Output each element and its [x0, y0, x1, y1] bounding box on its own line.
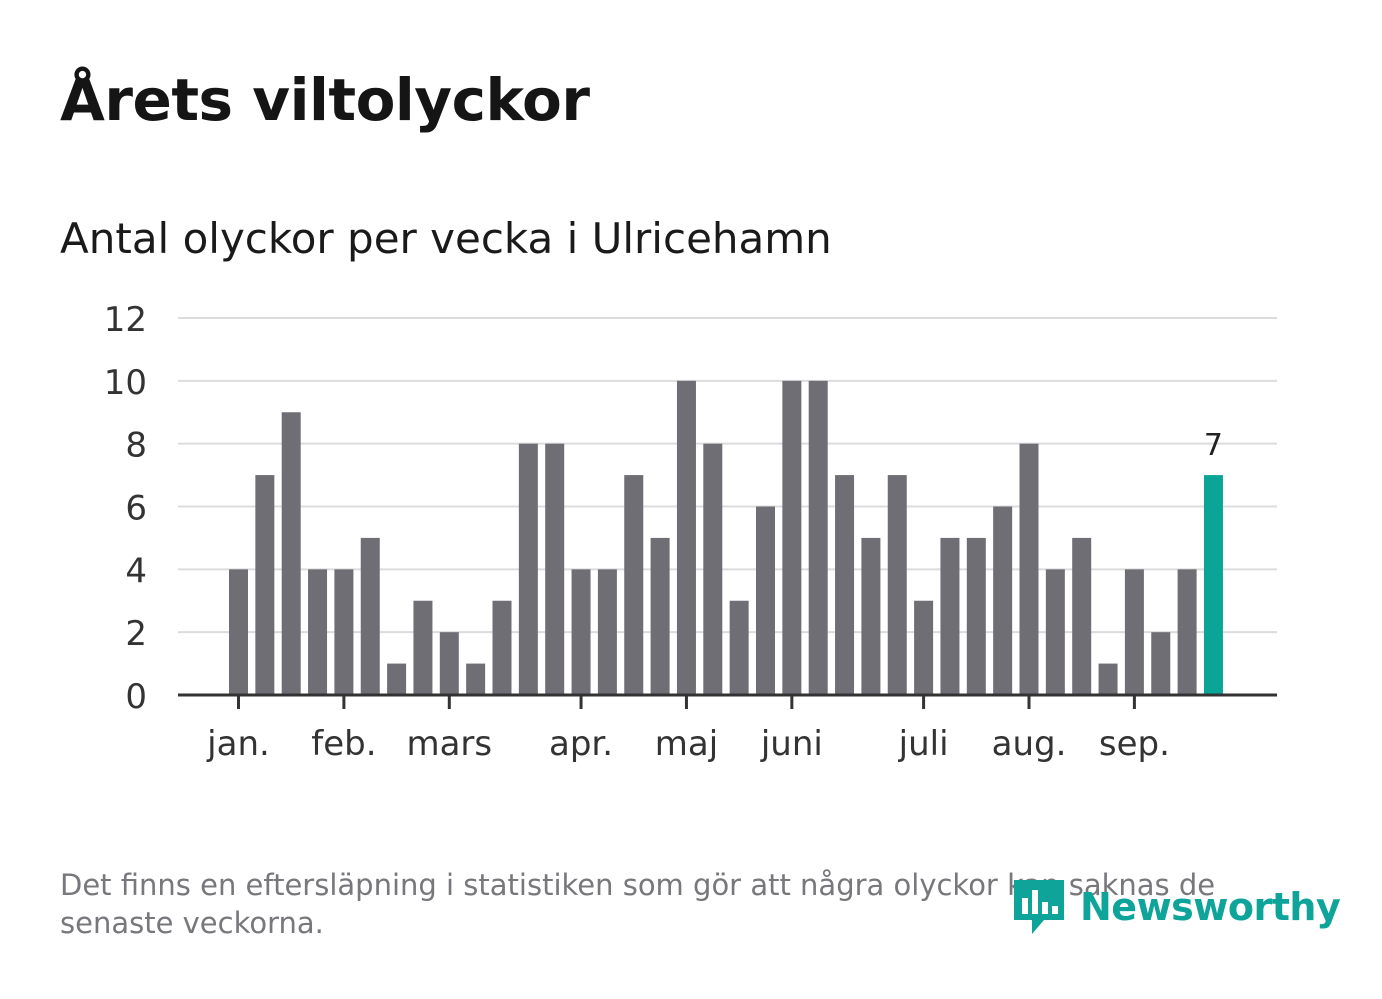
chart-subtitle: Antal olyckor per vecka i Ulricehamn	[60, 214, 832, 263]
bar	[1098, 663, 1118, 695]
bar	[835, 475, 855, 695]
x-tick-label: sep.	[1099, 724, 1170, 764]
bar	[940, 537, 960, 695]
bar	[966, 537, 986, 695]
bar-highlight	[1203, 475, 1223, 695]
bar	[255, 475, 275, 695]
x-tick-label: feb.	[311, 724, 376, 764]
y-tick-label: 12	[104, 300, 147, 340]
bar	[439, 632, 459, 695]
x-tick-label: maj	[655, 724, 718, 764]
bar	[1151, 632, 1171, 695]
bar	[308, 569, 328, 695]
bar	[518, 443, 538, 695]
bar	[887, 475, 907, 695]
x-tick-label: juli	[898, 724, 949, 764]
y-tick-label: 2	[125, 614, 147, 654]
bar	[1019, 443, 1039, 695]
y-tick-label: 8	[125, 426, 147, 466]
bar	[914, 600, 934, 695]
bar	[466, 663, 486, 695]
brand-logo[interactable]: Newsworthy	[1010, 876, 1341, 938]
bar	[993, 506, 1013, 695]
bar	[492, 600, 512, 695]
bar	[676, 380, 696, 695]
bar	[782, 380, 802, 695]
y-tick-label: 4	[125, 551, 147, 591]
bar	[729, 600, 749, 695]
bar	[334, 569, 354, 695]
x-tick-label: mars	[406, 724, 492, 764]
bar	[281, 412, 301, 695]
bar	[597, 569, 617, 695]
bar	[545, 443, 565, 695]
y-tick-label: 6	[125, 489, 147, 529]
bar	[387, 663, 407, 695]
bar	[1045, 569, 1065, 695]
x-tick-label: juni	[760, 724, 823, 764]
bar	[413, 600, 433, 695]
bar	[650, 537, 670, 695]
bar	[756, 506, 775, 695]
y-tick-label: 10	[104, 363, 147, 403]
x-tick-label: aug.	[992, 724, 1067, 764]
data-label: 7	[1204, 428, 1223, 463]
brand-name: Newsworthy	[1080, 885, 1341, 929]
bar	[360, 537, 380, 695]
bar-chart: 0 2 4 6 8 10 12 7 jan. feb. mars apr. maj juni juli aug…	[104, 300, 1277, 764]
bar	[1177, 569, 1197, 695]
bar	[861, 537, 881, 695]
x-tick-label: jan.	[206, 724, 270, 764]
y-tick-label: 0	[125, 677, 147, 717]
bar	[571, 569, 591, 695]
chart-title: Årets viltolyckor	[60, 66, 590, 134]
x-tick-label: apr.	[549, 724, 613, 764]
newsworthy-logo-icon	[1014, 880, 1064, 934]
bar	[1124, 569, 1144, 695]
bar	[1072, 537, 1092, 695]
bar	[624, 475, 644, 695]
bar	[808, 380, 828, 695]
bar	[229, 569, 248, 695]
bar	[703, 443, 723, 695]
